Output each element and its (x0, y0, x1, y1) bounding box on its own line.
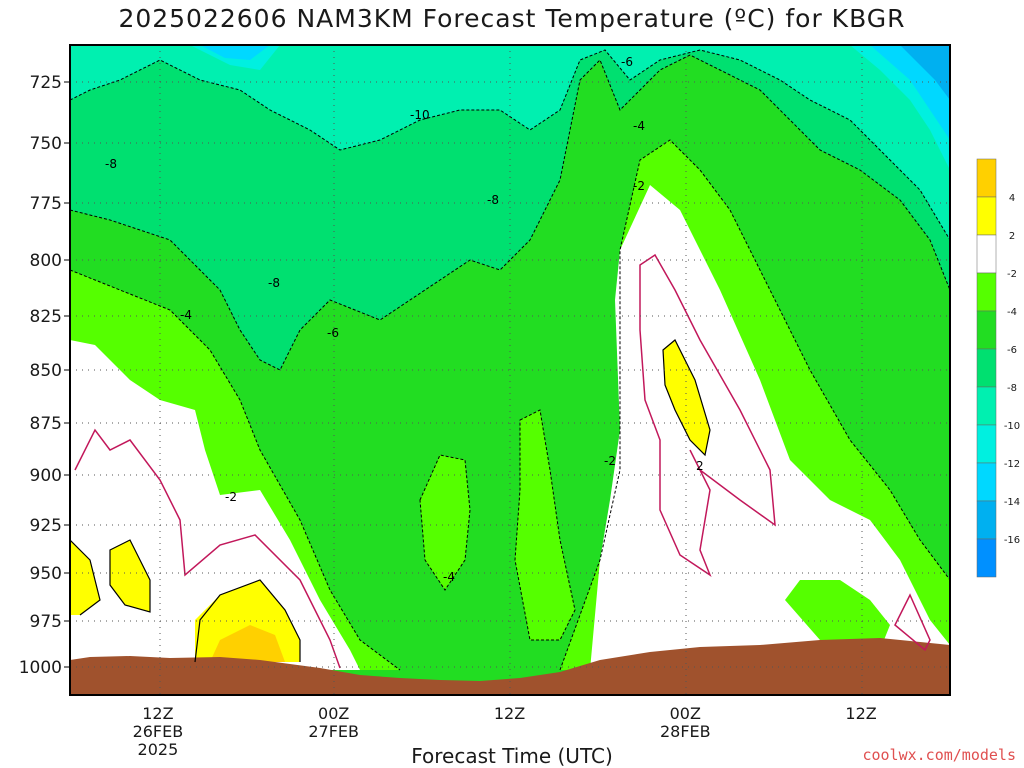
dashed-isotherms (70, 49, 950, 671)
y-tick-label: 1000 (19, 658, 62, 678)
colorbar-bin (976, 424, 997, 464)
colorbar-label: 2 (1009, 231, 1015, 242)
chart-title: 2025022606 NAM3KM Forecast Temperature (… (118, 4, 906, 33)
x-tick-label: 2025 (138, 740, 179, 759)
colorbar-bin (976, 234, 997, 274)
colorbar-bin (976, 310, 997, 350)
colorbar-bin (976, 500, 997, 540)
y-tick-label: 925 (30, 516, 62, 536)
isotherm-2 (70, 339, 711, 663)
colorbar-bin (976, 386, 997, 426)
y-tick-label: 800 (30, 251, 62, 271)
colorbar-label: -2 (1007, 269, 1017, 280)
band-minus10 (70, 45, 950, 240)
band-plus2-right (663, 340, 710, 455)
x-tick-label: 00Z (670, 704, 701, 723)
colorbar-label: -10 (1004, 421, 1020, 432)
contour-label: -2 (633, 179, 645, 193)
contour-label: -4 (443, 570, 455, 584)
credit-text[interactable]: coolwx.com/models (862, 746, 1016, 764)
band-minus4-patch (785, 580, 890, 650)
y-tick-label: 975 (30, 612, 62, 632)
isotherm-zero (74, 253, 931, 669)
x-tick-label: 26FEB (133, 722, 184, 741)
colorbar-bin (976, 538, 997, 578)
band-minus4-mid (420, 455, 470, 590)
band-plus4-left (210, 625, 285, 662)
colorbar: 4 2 -2 -4 -6 -8 -10 -12 -14 -16 (976, 158, 1020, 578)
contour-label: -4 (633, 119, 645, 133)
contour-labels: -6 -4 -2 -10 -8 -8 -8 -6 -4 -2 -2 2 -4 (105, 55, 704, 584)
colorbar-label: -8 (1007, 383, 1017, 394)
y-axis: 725 750 775 800 825 850 875 900 925 950 975 1000 (19, 73, 70, 678)
contour-label: -6 (327, 326, 339, 340)
y-tick-label: 950 (30, 564, 62, 584)
y-tick-label: 875 (30, 414, 62, 434)
x-tick-label: 12Z (494, 704, 525, 723)
band-minus16 (900, 45, 950, 100)
y-tick-label: 725 (30, 73, 62, 93)
terrain (70, 638, 950, 695)
x-tick-label: 12Z (845, 704, 876, 723)
colorbar-label: 4 (1009, 193, 1015, 204)
contour-label: -10 (410, 108, 430, 122)
colorbar-label: -16 (1004, 535, 1020, 546)
contour-label: -2 (604, 454, 616, 468)
colorbar-label: -4 (1007, 307, 1017, 318)
contour-label: -2 (225, 490, 237, 504)
colorbar-label: -6 (1007, 345, 1017, 356)
colorbar-bin (976, 196, 997, 236)
contour-label: -8 (268, 276, 280, 290)
contour-label: -6 (621, 55, 633, 69)
contour-label: 2 (696, 459, 704, 473)
colorbar-label: -12 (1004, 459, 1020, 470)
y-tick-label: 750 (30, 134, 62, 154)
colorbar-bin (976, 462, 997, 502)
y-tick-label: 850 (30, 361, 62, 381)
x-tick-label: 12Z (142, 704, 173, 723)
y-tick-label: 825 (30, 307, 62, 327)
x-axis-label: Forecast Time (UTC) (411, 744, 613, 768)
grid (70, 45, 950, 695)
y-tick-label: 775 (30, 194, 62, 214)
colorbar-bin (976, 348, 997, 388)
contour-label: -8 (487, 193, 499, 207)
colorbar-label: -14 (1004, 497, 1020, 508)
contour-label: -4 (180, 308, 192, 322)
colorbar-bin (976, 158, 997, 198)
x-tick-label: 28FEB (660, 722, 711, 741)
band-minus2-right (590, 185, 950, 670)
y-tick-label: 900 (30, 466, 62, 486)
contour-label: -8 (105, 157, 117, 171)
x-tick-label: 27FEB (308, 722, 359, 741)
x-tick-label: 00Z (318, 704, 349, 723)
colorbar-bin (976, 272, 997, 312)
